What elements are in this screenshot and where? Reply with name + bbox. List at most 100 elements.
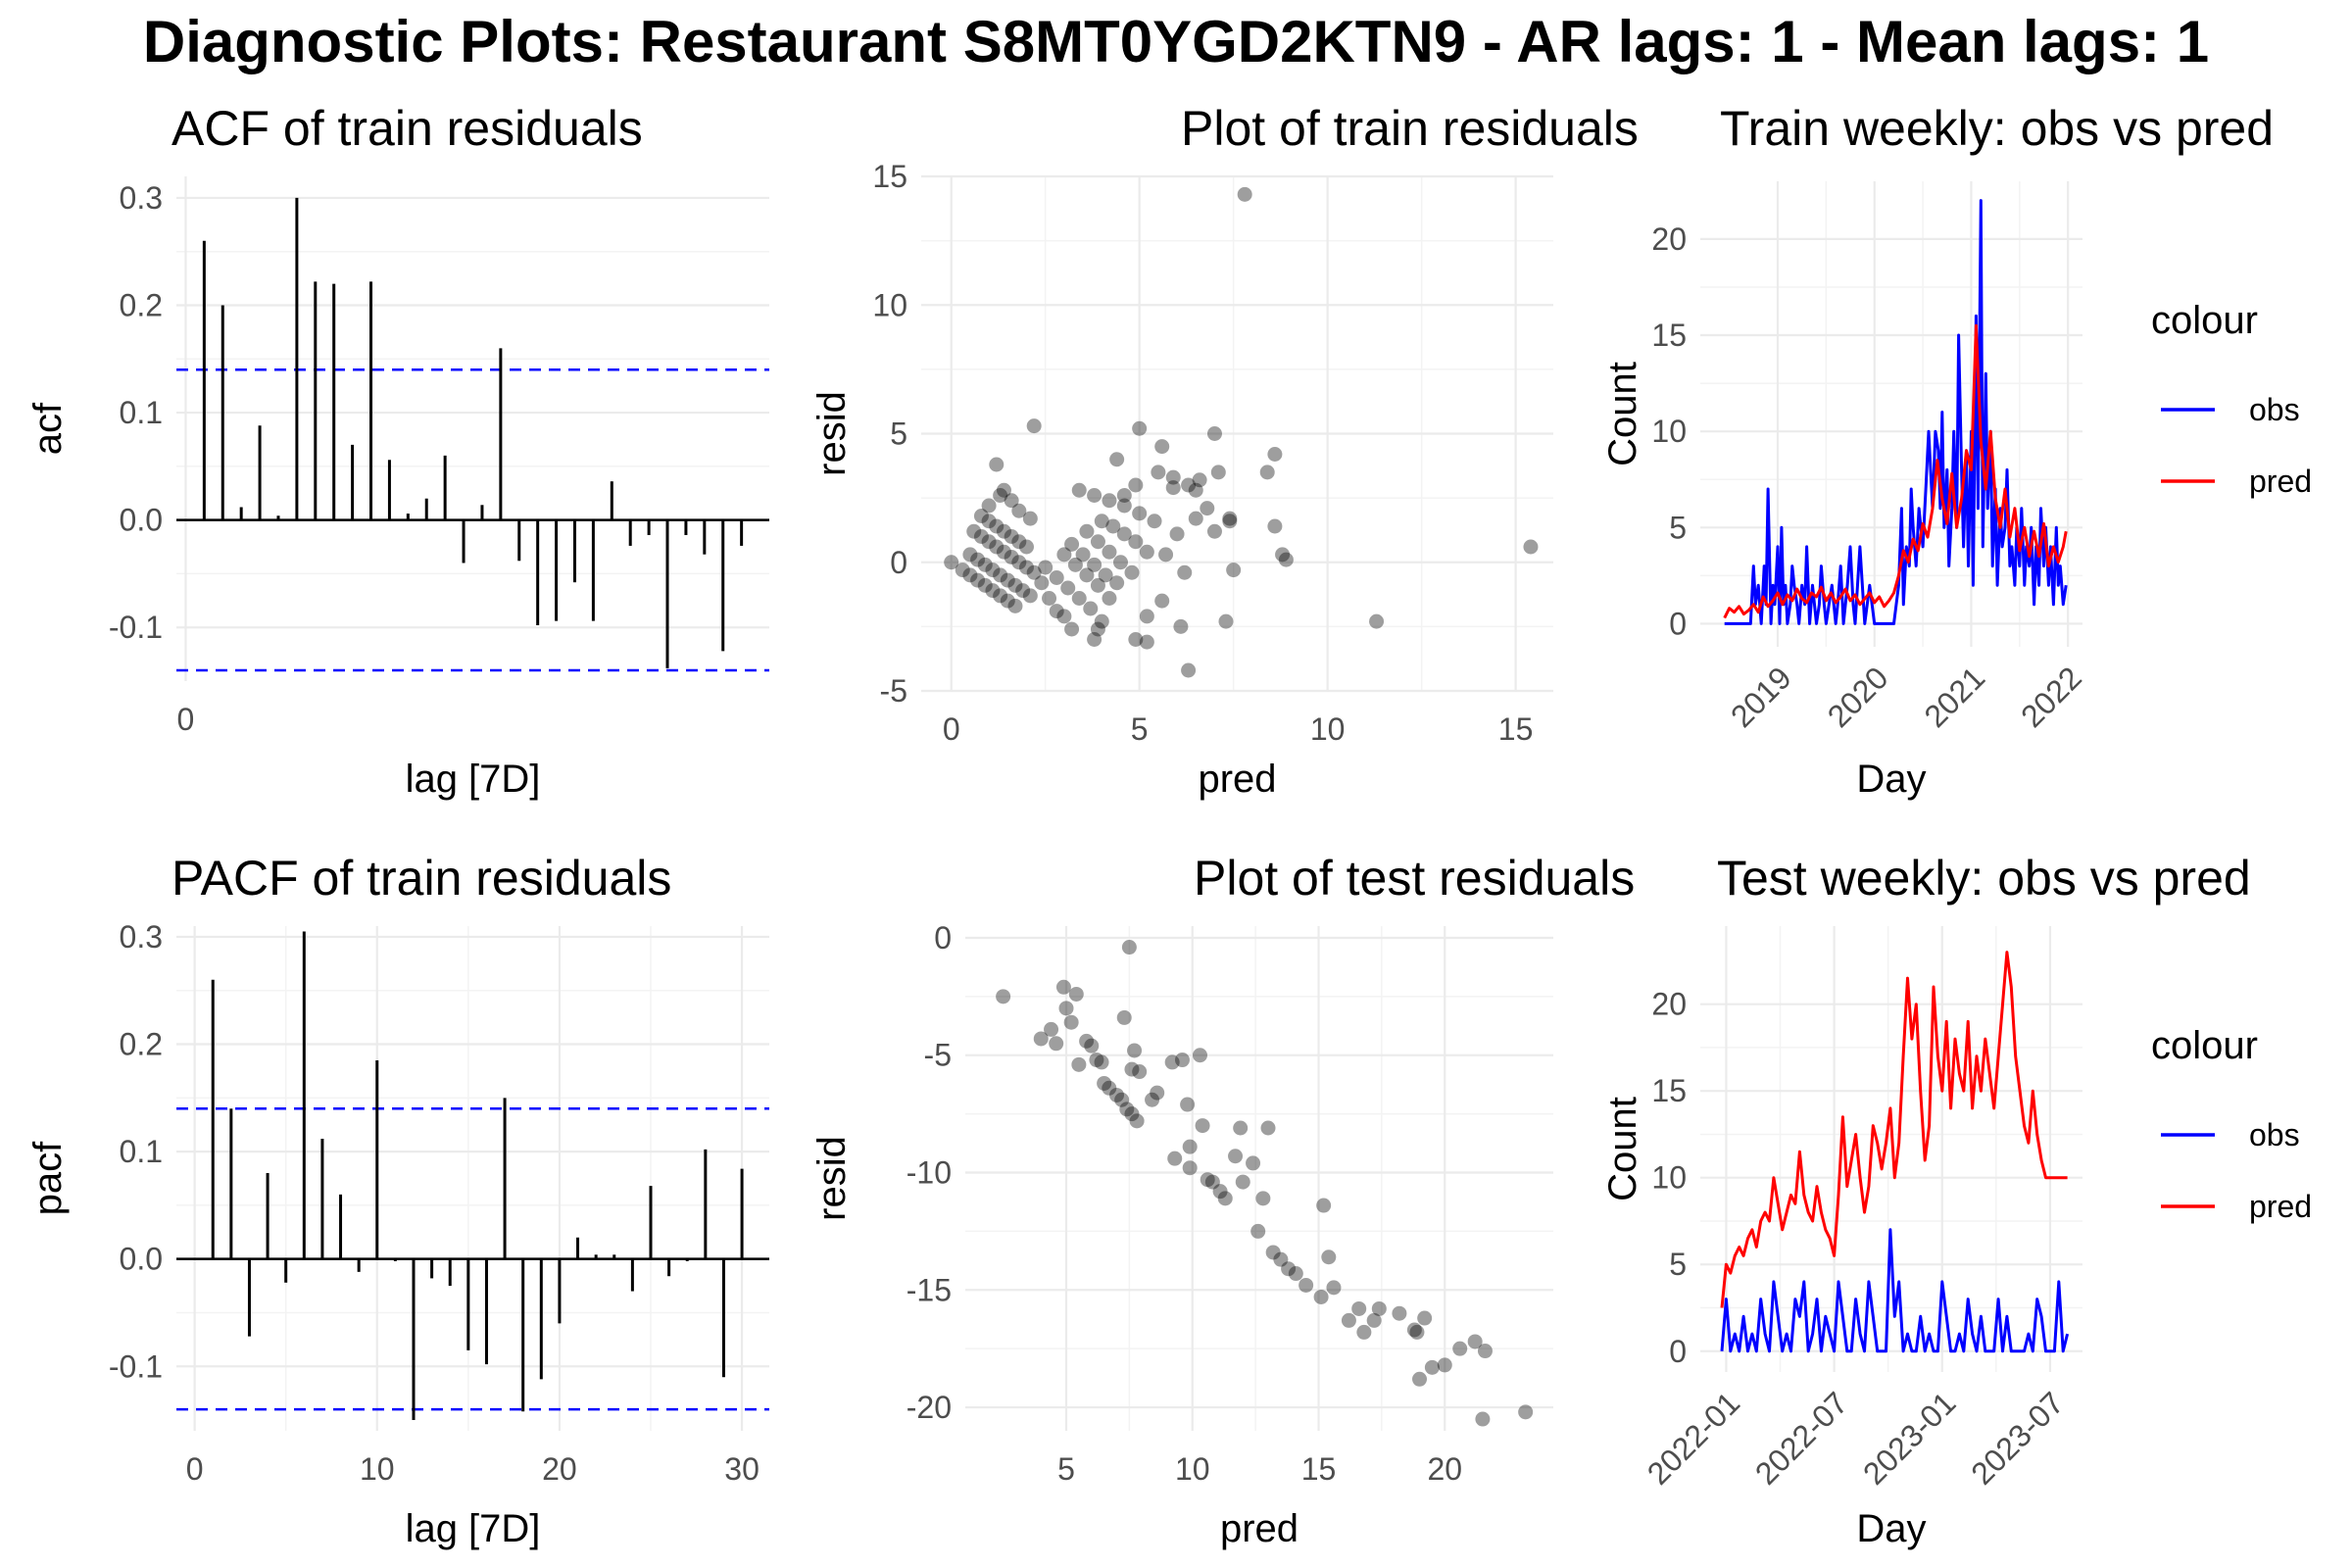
scatter-point (1011, 555, 1027, 570)
y-tick-label: 0 (934, 920, 952, 956)
scatter-point (1192, 1048, 1207, 1063)
scatter-point (1139, 634, 1154, 650)
scatter-point (1124, 564, 1140, 580)
y-tick-label: -0.1 (109, 1348, 163, 1384)
scatter-point (1049, 570, 1064, 585)
y-axis-label: Count (1601, 362, 1644, 466)
scatter-point (1173, 618, 1189, 634)
legend: colour obs pred (2151, 1024, 2312, 1224)
x-tick-label: 2020 (1821, 660, 1895, 734)
x-tick-label: 10 (360, 1451, 395, 1487)
scatter-point (1116, 488, 1132, 503)
y-tick-label: 10 (872, 287, 907, 322)
y-tick-label: 0 (890, 545, 907, 580)
scatter-point (996, 523, 1011, 539)
scatter-point (1273, 1251, 1289, 1267)
scatter-point (1409, 1324, 1425, 1340)
scatter-point (1026, 418, 1042, 434)
scatter-point (1116, 526, 1132, 542)
scatter-point (1150, 1085, 1165, 1101)
scatter-point (1015, 583, 1031, 599)
x-tick-label: 5 (1131, 711, 1149, 747)
scatter-point (1129, 1113, 1145, 1129)
scatter-point (981, 534, 997, 550)
scatter-point (1116, 1009, 1132, 1025)
y-tick-label: 15 (1651, 1073, 1687, 1108)
y-tick-label: 0.0 (120, 1242, 163, 1277)
scatter-point (966, 523, 982, 539)
x-axis-label: lag [7D] (406, 758, 541, 801)
y-tick-label: 20 (1651, 221, 1687, 257)
scatter-point (1056, 609, 1072, 624)
series-line-obs (1724, 199, 2068, 625)
scatter-point (1188, 482, 1203, 498)
scatter-point (1004, 493, 1019, 509)
scatter-point (1090, 621, 1105, 637)
scatter-point (1112, 555, 1128, 570)
scatter-point (1246, 1155, 1261, 1171)
scatter-point (1022, 511, 1038, 526)
scatter-point (1206, 523, 1222, 539)
x-tick-label: 0 (177, 702, 195, 737)
y-tick-label: -15 (906, 1272, 952, 1307)
scatter-point (1132, 506, 1148, 521)
scatter-point (1260, 1120, 1276, 1136)
scatter-point (993, 567, 1008, 583)
x-tick-label: 5 (1057, 1451, 1075, 1487)
scatter-point (1278, 552, 1294, 567)
scatter-point (1326, 1280, 1342, 1296)
scatter-point (1098, 567, 1113, 583)
x-tick-label: 2021 (1917, 660, 1991, 734)
scatter-point (1281, 1261, 1297, 1277)
x-axis-label: Day (1856, 758, 1926, 801)
scatter-point (1090, 534, 1105, 550)
scatter-point (1079, 523, 1095, 539)
scatter-point (1165, 469, 1181, 485)
series-line-pred (1723, 323, 2068, 619)
scatter-point (1128, 534, 1144, 550)
scatter-point (981, 514, 997, 529)
scatter-point (1058, 1001, 1074, 1016)
scatter-point (1019, 539, 1034, 555)
y-tick-label: 5 (1669, 510, 1687, 545)
y-tick-label: 10 (1651, 414, 1687, 449)
scatter-point (989, 539, 1004, 555)
scatter-point (1351, 1300, 1367, 1316)
scatter-point (1119, 1102, 1135, 1117)
scatter-point (1067, 557, 1083, 572)
scatter-point (1139, 609, 1154, 624)
scatter-point (1147, 514, 1162, 529)
scatter-point (985, 563, 1001, 578)
scatter-point (1267, 518, 1283, 534)
scatter-point (1094, 613, 1109, 629)
scatter-point (1071, 591, 1087, 606)
scatter-point (1007, 598, 1023, 613)
scatter-point (993, 588, 1008, 604)
scatter-point (1356, 1324, 1372, 1340)
x-tick-label: 0 (186, 1451, 204, 1487)
scatter-point (1204, 1174, 1220, 1190)
scatter-point (1064, 621, 1080, 637)
legend-title: colour (2151, 299, 2258, 342)
scatter-point (1369, 613, 1385, 629)
scatter-point (1042, 591, 1057, 606)
scatter-point (1182, 1160, 1198, 1176)
scatter-point (1102, 591, 1117, 606)
scatter-point (1094, 514, 1109, 529)
x-tick-label: 0 (943, 711, 960, 747)
scatter-point (1316, 1198, 1332, 1213)
scatter-point (1079, 1033, 1095, 1049)
scatter-point (1222, 511, 1238, 526)
scatter-point (1417, 1310, 1433, 1326)
y-tick-label: -5 (924, 1038, 952, 1073)
scatter-point (1102, 544, 1117, 560)
scatter-point (989, 518, 1004, 534)
scatter-point (1154, 593, 1170, 609)
scatter-point (1109, 575, 1125, 591)
scatter-point (1267, 447, 1283, 462)
scatter-point (1210, 465, 1226, 480)
x-axis-label: lag [7D] (406, 1507, 541, 1550)
scatter-point (1167, 1151, 1183, 1166)
x-tick-label: 2022-01 (1641, 1385, 1746, 1491)
